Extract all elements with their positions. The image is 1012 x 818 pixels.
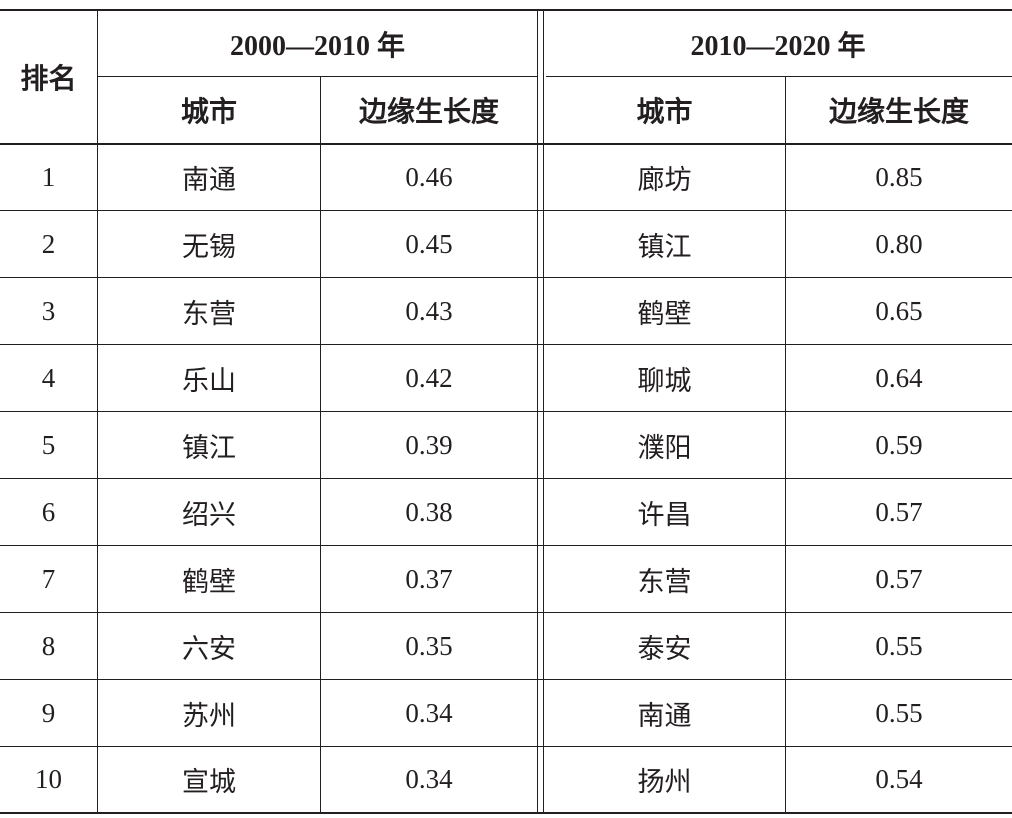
value-cell: 0.64 [875, 362, 923, 393]
value-cell: 0.42 [405, 362, 453, 393]
rank-cell: 5 [41, 429, 56, 460]
city-header-2: 城市 [636, 95, 693, 128]
value-cell: 0.57 [875, 563, 923, 594]
city-cell: 镇江 [182, 432, 236, 464]
value-cell: 0.43 [405, 295, 453, 326]
row-rule [0, 679, 1012, 680]
value-cell: 0.85 [875, 162, 923, 192]
rank-cell: 7 [41, 563, 56, 594]
col-rule [320, 77, 321, 813]
row-rule [0, 411, 1012, 412]
value-cell: 0.35 [405, 630, 453, 661]
rank-cell: 3 [41, 295, 56, 326]
city-cell: 南通 [637, 700, 692, 732]
value-cell: 0.65 [875, 295, 923, 326]
rank-cell: 4 [41, 362, 56, 393]
city-cell: 乐山 [182, 365, 236, 397]
col-rule [97, 10, 98, 813]
row-rule [0, 277, 1012, 278]
city-cell: 东营 [637, 566, 692, 598]
period-double-rule [543, 10, 544, 813]
period2-header: 2010—2020 年 [690, 30, 866, 62]
city-cell: 绍兴 [182, 499, 236, 531]
value-cell: 0.45 [405, 228, 453, 259]
city-cell: 鹤壁 [637, 298, 692, 330]
city-cell: 聊城 [637, 365, 692, 397]
value-cell: 0.59 [875, 429, 923, 460]
row-rule [0, 746, 1012, 747]
row-rule [0, 612, 1012, 613]
city-cell: 无锡 [182, 231, 236, 263]
row-rule [0, 478, 1012, 479]
city-cell: 鹤壁 [182, 566, 236, 598]
city-cell: 宣城 [182, 767, 236, 798]
value-cell: 0.38 [405, 496, 453, 527]
city-cell: 苏州 [182, 700, 236, 732]
top-rule [0, 9, 1012, 11]
value-cell: 0.37 [405, 563, 453, 594]
rank-cell: 8 [41, 630, 56, 661]
city-cell: 东营 [182, 298, 236, 330]
edge-growth-header-1: 边缘生长度 [358, 95, 499, 128]
value-cell: 0.39 [405, 429, 453, 460]
rank-cell: 2 [41, 228, 56, 259]
value-cell: 0.34 [405, 764, 453, 794]
city-cell: 扬州 [637, 767, 692, 798]
city-cell: 南通 [182, 165, 236, 196]
edge-growth-header-2: 边缘生长度 [828, 95, 969, 128]
city-header-1: 城市 [180, 95, 237, 128]
city-cell: 濮阳 [637, 432, 692, 464]
value-cell: 0.34 [405, 697, 453, 728]
city-cell: 六安 [182, 633, 236, 665]
value-cell: 0.80 [875, 228, 923, 259]
row-rule [0, 545, 1012, 546]
rank-cell: 6 [41, 496, 56, 527]
city-cell: 镇江 [637, 231, 692, 263]
header-divider-left [97, 76, 537, 77]
col-rule [785, 77, 786, 813]
rank-header: 排名 [20, 62, 77, 95]
header-divider-right [546, 76, 1012, 77]
city-cell: 泰安 [637, 633, 692, 665]
value-cell: 0.55 [875, 697, 923, 728]
city-cell: 许昌 [637, 499, 692, 531]
rank-cell: 10 [35, 764, 62, 794]
value-cell: 0.55 [875, 630, 923, 661]
header-bottom-rule [0, 143, 1012, 145]
row-rule [0, 344, 1012, 345]
value-cell: 0.57 [875, 496, 923, 527]
value-cell: 0.46 [405, 162, 453, 192]
period1-header: 2000—2010 年 [229, 30, 405, 62]
city-cell: 廊坊 [637, 165, 692, 196]
rank-cell: 9 [41, 697, 56, 728]
bottom-rule [0, 812, 1012, 814]
period-double-rule [537, 10, 538, 813]
rank-cell: 1 [41, 162, 56, 192]
value-cell: 0.54 [875, 764, 923, 794]
row-rule [0, 210, 1012, 211]
